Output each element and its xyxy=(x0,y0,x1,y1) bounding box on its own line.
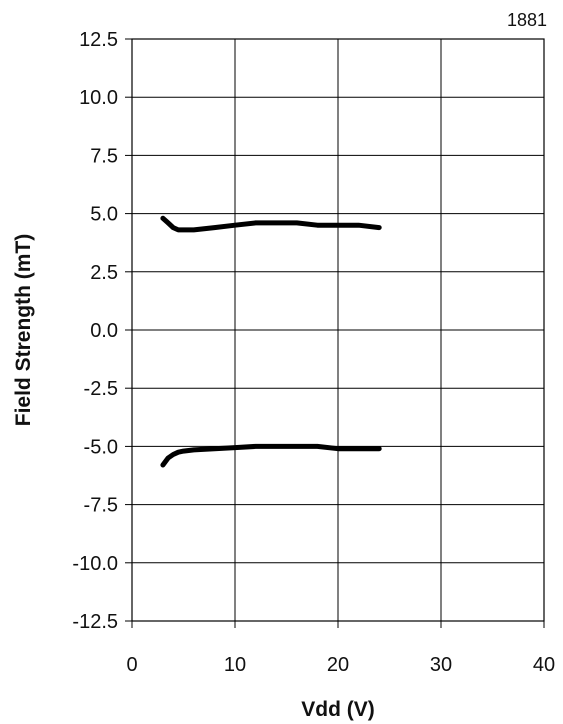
y-tick-labels: 12.5 10.0 7.5 5.0 2.5 0.0 -2.5 -5.0 -7.5 -10.0 -12… xyxy=(72,29,118,633)
x-tick-label: 0 xyxy=(126,654,137,676)
x-tick-label: 10 xyxy=(224,654,246,676)
x-tick-label: 40 xyxy=(533,654,555,676)
x-tick-labels: 0 10 20 30 40 xyxy=(126,654,555,676)
y-tick-label: -7.5 xyxy=(84,495,118,517)
y-tick-label: 12.5 xyxy=(79,29,118,51)
x-tick-label: 20 xyxy=(327,654,349,676)
x-axis-label: Vdd (V) xyxy=(301,698,375,721)
grid xyxy=(125,38,545,628)
y-tick-label: -12.5 xyxy=(72,611,118,633)
chart-title: 1881 xyxy=(507,10,547,30)
series-group xyxy=(160,215,382,468)
y-axis-label: Field Strength (mT) xyxy=(12,234,35,427)
series-line-negative xyxy=(160,443,382,468)
y-tick-label: 5.0 xyxy=(90,204,118,226)
y-tick-label: 10.0 xyxy=(79,87,118,109)
y-tick-label: 0.0 xyxy=(90,320,118,342)
y-tick-label: 7.5 xyxy=(90,145,118,167)
y-tick-label: 2.5 xyxy=(90,262,118,284)
y-tick-label: -2.5 xyxy=(84,378,118,400)
plot-frame xyxy=(131,38,545,622)
series-line-positive xyxy=(160,215,382,233)
y-tick-label: -10.0 xyxy=(72,553,118,575)
x-tick-label: 30 xyxy=(430,654,452,676)
y-tick-label: -5.0 xyxy=(84,436,118,458)
